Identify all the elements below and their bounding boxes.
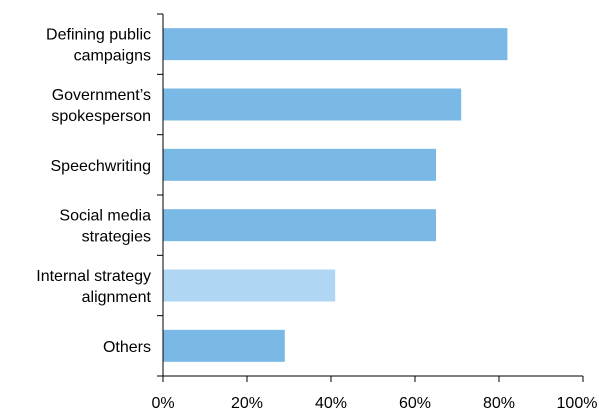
category-label-line: Speechwriting — [51, 158, 152, 175]
category-label-line: Others — [103, 339, 151, 356]
category-label-line: campaigns — [74, 48, 151, 65]
x-tick-label-3: 60% — [399, 395, 431, 412]
x-tick-label-1: 20% — [231, 395, 263, 412]
category-label-4: Internal strategy alignment — [36, 268, 151, 306]
bar-3 — [163, 209, 436, 242]
category-label-line: Internal strategy — [36, 268, 151, 285]
bar-4 — [163, 269, 336, 302]
category-label-line: Defining public — [46, 27, 151, 44]
bars-group — [163, 28, 508, 362]
category-label-line: Government’s — [52, 87, 151, 104]
bar-5 — [163, 329, 285, 362]
category-label-line: spokesperson — [51, 108, 151, 125]
x-tick-label-5: 100% — [557, 395, 598, 412]
category-label-1: Government’s spokesperson — [51, 87, 151, 125]
x-tick-label-4: 80% — [483, 395, 515, 412]
category-label-3: Social media strategies — [59, 208, 151, 246]
bar-2 — [163, 148, 436, 181]
category-label-0: Defining public campaigns — [46, 27, 151, 65]
bar-1 — [163, 88, 462, 121]
category-labels-group: Defining public campaigns Government’s spok… — [36, 27, 151, 356]
x-tick-label-2: 40% — [315, 395, 347, 412]
x-ticks-group: 0% 20% 40% 60% 80% 100% — [151, 13, 598, 412]
category-label-2: Speechwriting — [51, 158, 152, 175]
category-label-line: strategies — [82, 229, 151, 246]
bar-0 — [163, 28, 508, 61]
category-label-5: Others — [103, 339, 151, 356]
x-tick-label-0: 0% — [151, 395, 174, 412]
category-label-line: Social media — [59, 208, 151, 225]
category-label-line: alignment — [82, 289, 152, 306]
